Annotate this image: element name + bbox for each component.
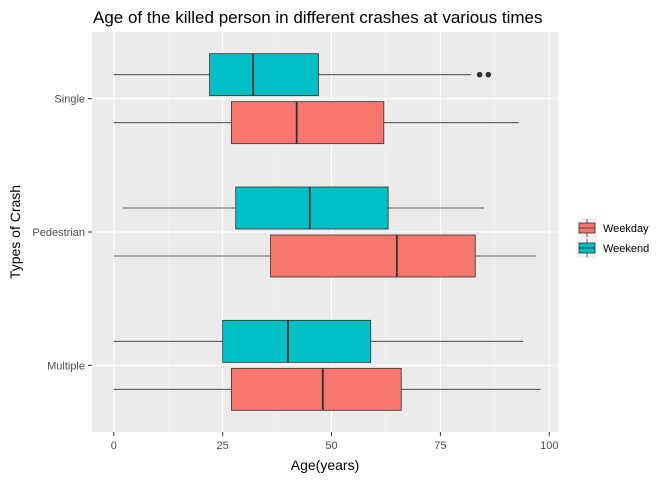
y-axis: Multiple Pedestrian Single [32,94,92,372]
legend-label: Weekend [603,243,649,255]
box-weekday-multiple [113,367,541,411]
x-tick-label: 75 [434,440,446,452]
box-weekday-pedestrian [113,234,537,278]
box-iqr [222,319,372,363]
box-iqr [230,101,385,145]
x-tick-label: 100 [540,440,558,452]
box-weekend-multiple [113,319,524,363]
legend-item-weekday: Weekday [577,218,649,238]
x-axis-title: Age(years) [291,457,359,473]
x-tick-label: 25 [217,440,229,452]
y-tick-label: Pedestrian [32,227,85,239]
grid [92,32,558,432]
legend-label: Weekday [603,223,649,235]
box-weekday-single [113,101,519,145]
x-tick-label: 50 [325,440,337,452]
legend-item-weekend: Weekend [577,238,649,258]
x-axis: 0 25 50 75 100 [111,432,558,452]
outlier-point [476,71,483,78]
y-tick-label: Multiple [47,360,85,372]
box-iqr [230,367,402,411]
boxes [113,53,541,411]
box-iqr [270,234,476,278]
y-axis-title: Types of Crash [7,185,23,279]
box-iqr [235,186,389,230]
chart-title: Age of the killed person in different cr… [93,8,542,27]
legend: Weekday Weekend [577,218,649,258]
x-tick-label: 0 [111,440,117,452]
outlier-point [485,71,492,78]
box-iqr [209,53,319,97]
y-tick-label: Single [54,94,85,106]
box-weekend-single [113,53,492,97]
box-weekend-pedestrian [122,186,484,230]
